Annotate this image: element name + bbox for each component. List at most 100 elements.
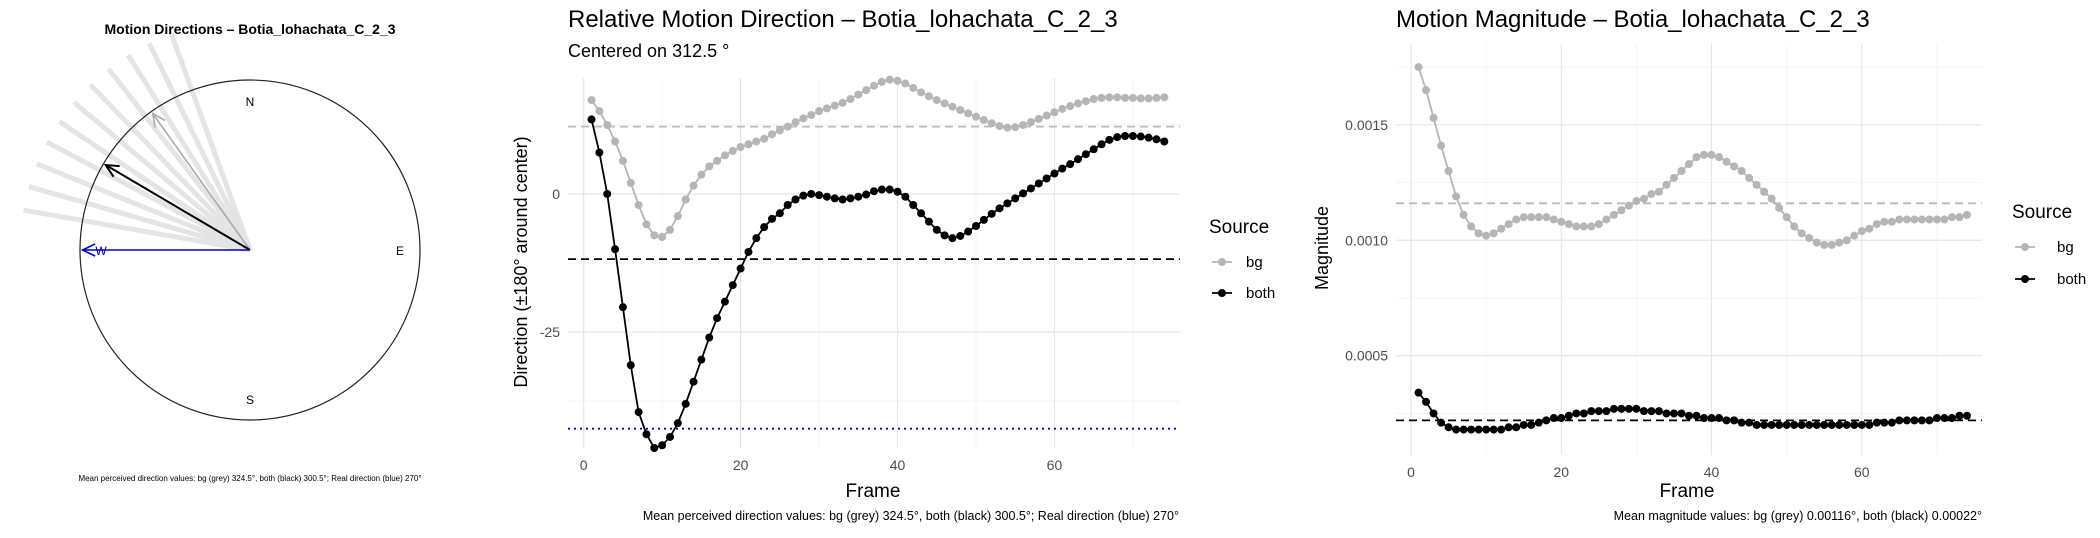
series-point-both bbox=[697, 355, 706, 364]
series-point-both bbox=[1564, 411, 1573, 420]
series-point-bg bbox=[1669, 173, 1678, 182]
series-point-both bbox=[1917, 416, 1926, 425]
series-point-bg bbox=[1932, 215, 1941, 224]
series-line-both bbox=[590, 119, 1165, 450]
series-point-bg bbox=[658, 233, 667, 242]
direction-grid bbox=[568, 78, 1180, 448]
series-point-both bbox=[846, 194, 855, 203]
series-point-both bbox=[618, 303, 627, 312]
series-point-both bbox=[1128, 131, 1137, 140]
series-point-both bbox=[1947, 414, 1956, 423]
compass-arrow-both bbox=[105, 164, 251, 251]
series-point-bg bbox=[1767, 194, 1776, 203]
series-point-bg bbox=[752, 137, 761, 146]
y-tick-label: 0 bbox=[552, 186, 560, 202]
series-point-bg bbox=[1121, 93, 1130, 102]
series-point-both bbox=[1857, 420, 1866, 429]
series-point-both bbox=[1579, 409, 1588, 418]
series-point-bg bbox=[1782, 213, 1791, 222]
series-point-both bbox=[1700, 414, 1709, 423]
magnitude-legend-both-point bbox=[2021, 275, 2029, 283]
series-point-bg bbox=[1003, 123, 1012, 132]
series-point-both bbox=[1775, 420, 1784, 429]
series-point-bg bbox=[901, 79, 910, 88]
direction-legend-both-point bbox=[1218, 289, 1226, 297]
series-point-both bbox=[1534, 418, 1543, 427]
series-point-bg bbox=[783, 122, 792, 131]
direction-y-label: Direction (±180° around center) bbox=[511, 136, 531, 387]
direction-legend-bg-label: bg bbox=[1246, 254, 1263, 271]
magnitude-y-label: Magnitude bbox=[1312, 206, 1332, 290]
series-point-both bbox=[595, 148, 604, 157]
series-point-bg bbox=[736, 143, 745, 152]
series-point-bg bbox=[1011, 123, 1020, 132]
series-point-bg bbox=[885, 75, 894, 84]
series-point-both bbox=[713, 314, 722, 323]
series-point-bg bbox=[768, 130, 776, 139]
series-point-bg bbox=[1654, 187, 1663, 196]
series-point-bg bbox=[1542, 213, 1551, 222]
series-point-both bbox=[1895, 416, 1904, 425]
series-point-bg bbox=[1917, 215, 1926, 224]
series-point-both bbox=[1050, 169, 1059, 178]
series-point-both bbox=[1467, 425, 1476, 434]
series-point-both bbox=[587, 115, 596, 124]
series-point-bg bbox=[1097, 93, 1106, 102]
direction-legend: Source bg both bbox=[1209, 217, 1275, 302]
series-point-bg bbox=[1482, 231, 1491, 240]
series-point-bg bbox=[877, 77, 886, 86]
series-point-both bbox=[1940, 414, 1949, 423]
series-point-both bbox=[791, 195, 800, 204]
series-point-both bbox=[1632, 404, 1641, 413]
series-point-bg bbox=[1842, 236, 1851, 245]
series-point-bg bbox=[760, 134, 769, 143]
series-point-bg bbox=[1662, 180, 1671, 189]
compass-ray-fan bbox=[23, 33, 253, 253]
series-point-both bbox=[775, 209, 784, 218]
series-point-both bbox=[822, 192, 831, 201]
series-point-bg bbox=[948, 102, 957, 111]
series-point-both bbox=[1842, 420, 1851, 429]
compass-arrows bbox=[80, 112, 251, 257]
series-point-both bbox=[744, 247, 753, 256]
series-point-bg bbox=[791, 118, 800, 127]
series-point-bg bbox=[1910, 215, 1919, 224]
series-point-bg bbox=[1760, 187, 1769, 196]
series-point-both bbox=[681, 399, 690, 408]
compass-ray bbox=[146, 42, 253, 252]
compass-label-w: W bbox=[95, 244, 107, 258]
series-point-both bbox=[1452, 425, 1461, 434]
series-point-bg bbox=[1737, 166, 1746, 175]
series-point-both bbox=[815, 191, 824, 200]
series-point-bg bbox=[1632, 197, 1641, 206]
magnitude-legend: Source bg both bbox=[2012, 202, 2086, 288]
series-point-both bbox=[1639, 407, 1648, 416]
series-point-both bbox=[1872, 418, 1881, 427]
series-point-both bbox=[1081, 150, 1090, 159]
series-point-both bbox=[1572, 409, 1581, 418]
series-point-bg bbox=[972, 112, 980, 121]
series-point-both bbox=[1042, 174, 1051, 183]
series-point-bg bbox=[964, 109, 973, 118]
series-point-both bbox=[1058, 164, 1067, 173]
series-point-both bbox=[658, 441, 667, 450]
series-point-bg bbox=[1422, 86, 1431, 95]
series-point-both bbox=[752, 234, 761, 243]
series-point-bg bbox=[940, 99, 949, 108]
series-point-bg bbox=[1136, 94, 1145, 103]
series-point-both bbox=[1767, 420, 1776, 429]
series-point-bg bbox=[1594, 220, 1603, 229]
series-point-bg bbox=[1066, 102, 1075, 111]
series-point-bg bbox=[1452, 192, 1461, 201]
magnitude-grid bbox=[1396, 44, 1982, 455]
direction-legend-bg-point bbox=[1218, 258, 1226, 266]
series-point-bg bbox=[1745, 173, 1754, 182]
series-point-bg bbox=[603, 120, 612, 129]
series-point-bg bbox=[1730, 162, 1739, 171]
series-point-bg bbox=[1497, 224, 1506, 233]
compass-ray bbox=[72, 100, 252, 252]
series-point-both bbox=[728, 281, 737, 290]
compass-panel: Motion Directions – Botia_lohachata_C_2_… bbox=[23, 21, 422, 483]
series-point-both bbox=[1827, 420, 1836, 429]
series-point-bg bbox=[728, 146, 737, 155]
